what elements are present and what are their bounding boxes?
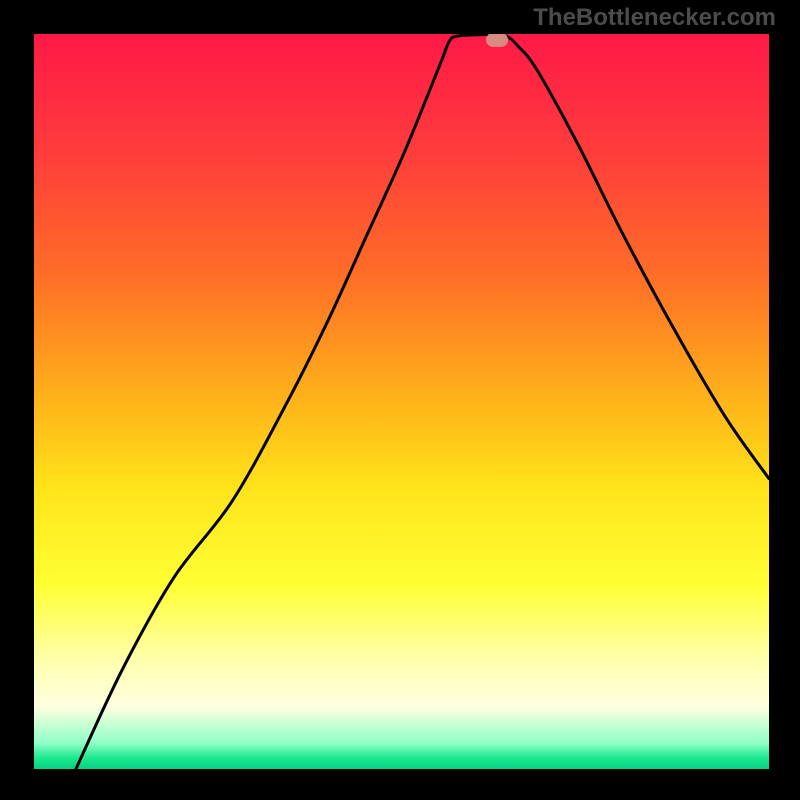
bottleneck-chart: [34, 34, 769, 769]
optimal-marker: [486, 34, 508, 47]
stage: TheBottlenecker.com: [0, 0, 800, 800]
chart-svg: [34, 34, 769, 769]
gradient-background: [34, 34, 769, 769]
watermark-text: TheBottlenecker.com: [533, 4, 776, 32]
